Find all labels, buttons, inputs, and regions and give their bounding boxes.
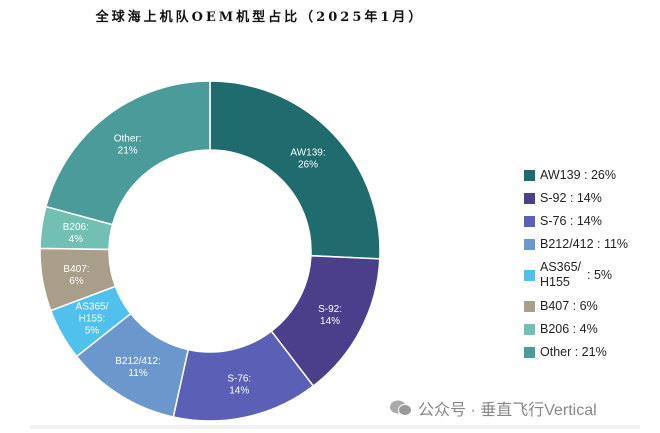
chart-title: 全球海上机队OEM机型占比（2025年1月） [95, 10, 425, 25]
legend-swatch [524, 169, 535, 181]
legend-label: S-76 : 14% [540, 214, 602, 228]
legend-swatch [524, 346, 535, 358]
legend-item: S-92 : 14% [524, 191, 628, 205]
watermark: 公众号 · 垂直飞行Vertical [390, 396, 597, 420]
slice-label: AS365/H155: 5% [76, 302, 109, 337]
legend-swatch [524, 215, 535, 227]
legend-item: B407 : 6% [524, 299, 628, 313]
legend-label: AS365/H155 : 5% [540, 260, 613, 289]
slice-aw139 [209, 80, 381, 260]
slice-label: B206: 4% [63, 222, 89, 245]
legend-swatch [524, 269, 535, 281]
legend-swatch [524, 238, 535, 250]
divider [30, 425, 640, 429]
slice-label: S-76: 14% [227, 373, 251, 396]
watermark-text: 公众号 · 垂直飞行Vertical [418, 402, 597, 419]
slice-label: S-92: 14% [318, 304, 342, 327]
legend-label: AW139 : 26% [540, 168, 616, 182]
legend-item: B206 : 4% [524, 322, 628, 336]
legend-item: S-76 : 14% [524, 214, 628, 228]
legend-swatch [524, 192, 535, 204]
slice-other [44, 80, 211, 226]
legend-item: AW139 : 26% [524, 168, 628, 182]
legend-item: Other : 21% [524, 345, 628, 359]
legend-item: B212/412 : 11% [524, 237, 628, 251]
legend-label: S-92 : 14% [540, 191, 602, 205]
legend-swatch [524, 323, 535, 335]
slice-label: B212/412: 11% [115, 356, 161, 379]
legend: AW139 : 26% S-92 : 14% S-76 : 14% B212/412 … [524, 168, 628, 368]
slice-label: AW139: 26% [290, 147, 325, 170]
legend-label: Other : 21% [540, 345, 607, 359]
legend-swatch [524, 300, 535, 312]
legend-label: B407 : 6% [540, 299, 598, 313]
legend-label: B206 : 4% [540, 322, 598, 336]
legend-item: AS365/H155 : 5% [524, 260, 628, 290]
slice-label: Other: 21% [114, 133, 142, 156]
legend-label: B212/412 : 11% [540, 237, 629, 251]
slice-label: B407: 6% [63, 264, 89, 287]
wechat-icon [390, 400, 412, 416]
